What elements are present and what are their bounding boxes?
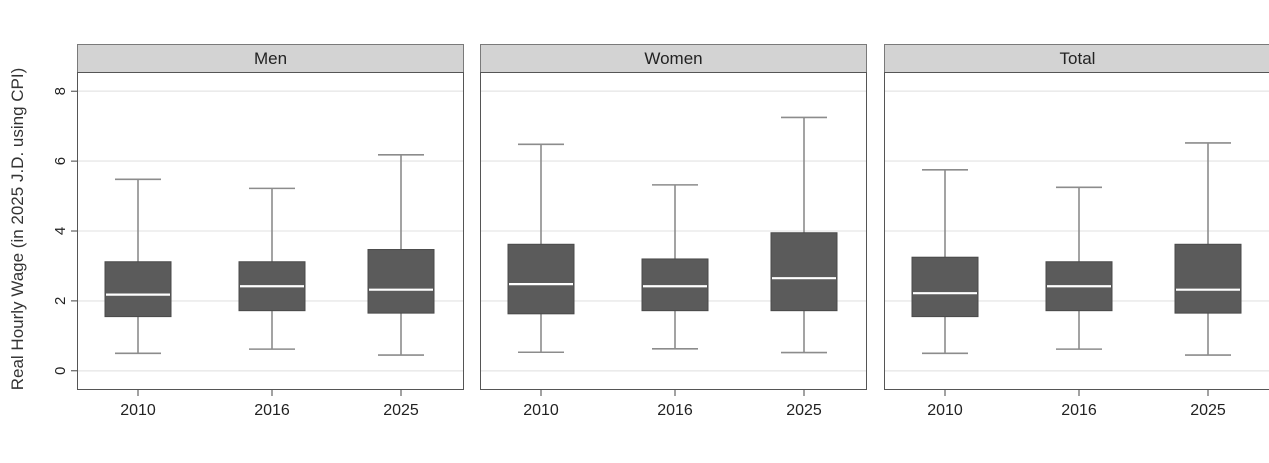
box-women-2025 bbox=[771, 233, 837, 311]
panel-title-men: Men bbox=[254, 49, 287, 68]
y-tick-label: 2 bbox=[52, 297, 69, 305]
x-tick-label: 2025 bbox=[786, 402, 822, 419]
x-tick-label: 2025 bbox=[1190, 402, 1226, 419]
x-tick-label: 2010 bbox=[523, 402, 559, 419]
y-tick-label: 4 bbox=[52, 227, 69, 235]
x-tick-label: 2016 bbox=[657, 402, 693, 419]
y-tick-label: 8 bbox=[52, 87, 69, 95]
y-axis-title: Real Hourly Wage (in 2025 J.D. using CPI… bbox=[8, 68, 27, 391]
panel-title-total: Total bbox=[1060, 49, 1096, 68]
box-women-2010 bbox=[508, 244, 574, 314]
x-tick-label: 2010 bbox=[120, 402, 156, 419]
panel-title-women: Women bbox=[644, 49, 702, 68]
x-tick-label: 2010 bbox=[927, 402, 963, 419]
x-tick-label: 2025 bbox=[383, 402, 419, 419]
y-tick-label: 6 bbox=[52, 157, 69, 165]
box-men-2025 bbox=[368, 250, 434, 314]
box-total-2025 bbox=[1175, 244, 1241, 313]
x-tick-label: 2016 bbox=[254, 402, 290, 419]
box-total-2010 bbox=[912, 257, 978, 316]
box-women-2016 bbox=[642, 259, 708, 311]
box-men-2010 bbox=[105, 262, 171, 317]
x-tick-label: 2016 bbox=[1061, 402, 1097, 419]
y-tick-label: 0 bbox=[52, 367, 69, 375]
